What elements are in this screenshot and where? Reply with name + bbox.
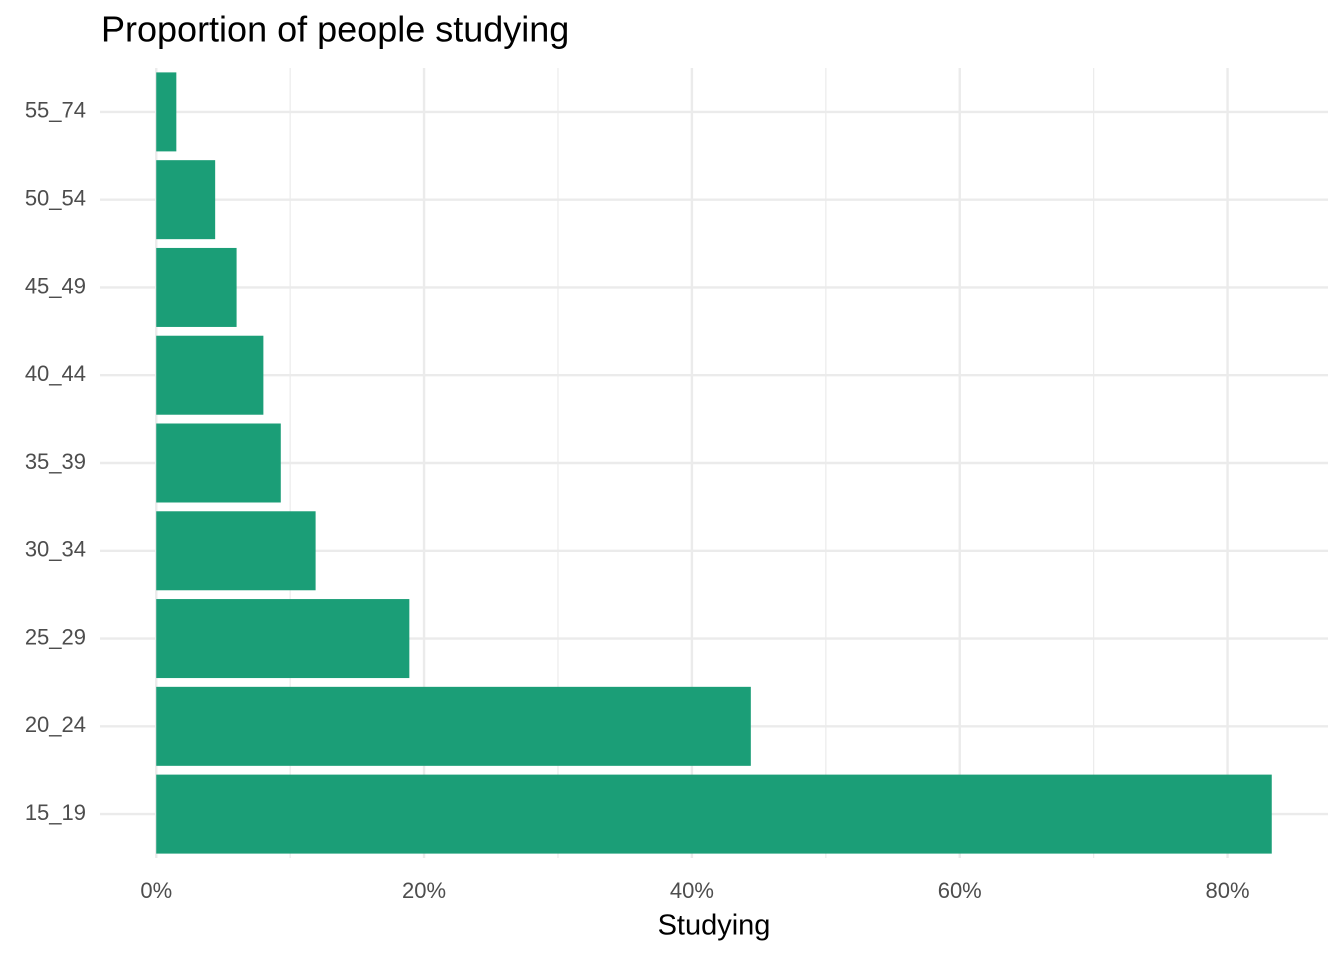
x-tick-label: 40% [670, 878, 714, 903]
y-tick-label: 15_19 [25, 800, 86, 825]
bar [156, 160, 216, 240]
x-axis-title: Studying [658, 910, 771, 942]
y-tick-label: 45_49 [25, 273, 86, 298]
y-tick-label: 35_39 [25, 449, 86, 474]
x-tick-label: 80% [1206, 878, 1250, 903]
bar [156, 599, 410, 679]
bar [156, 686, 751, 766]
y-tick-label: 40_44 [25, 361, 86, 386]
bar [156, 423, 281, 503]
bar [156, 247, 237, 327]
x-tick-label: 60% [938, 878, 982, 903]
bar [156, 511, 316, 591]
bar [156, 72, 177, 152]
y-tick-label: 50_54 [25, 185, 86, 210]
y-tick-label: 30_34 [25, 537, 86, 562]
y-tick-label: 25_29 [25, 624, 86, 649]
x-tick-label: 20% [402, 878, 446, 903]
chart-title: Proportion of people studying [101, 9, 569, 50]
y-tick-label: 20_24 [25, 712, 86, 737]
bar [156, 774, 1272, 854]
bar [156, 335, 264, 415]
x-tick-label: 0% [140, 878, 172, 903]
y-tick-label: 55_74 [25, 98, 86, 123]
